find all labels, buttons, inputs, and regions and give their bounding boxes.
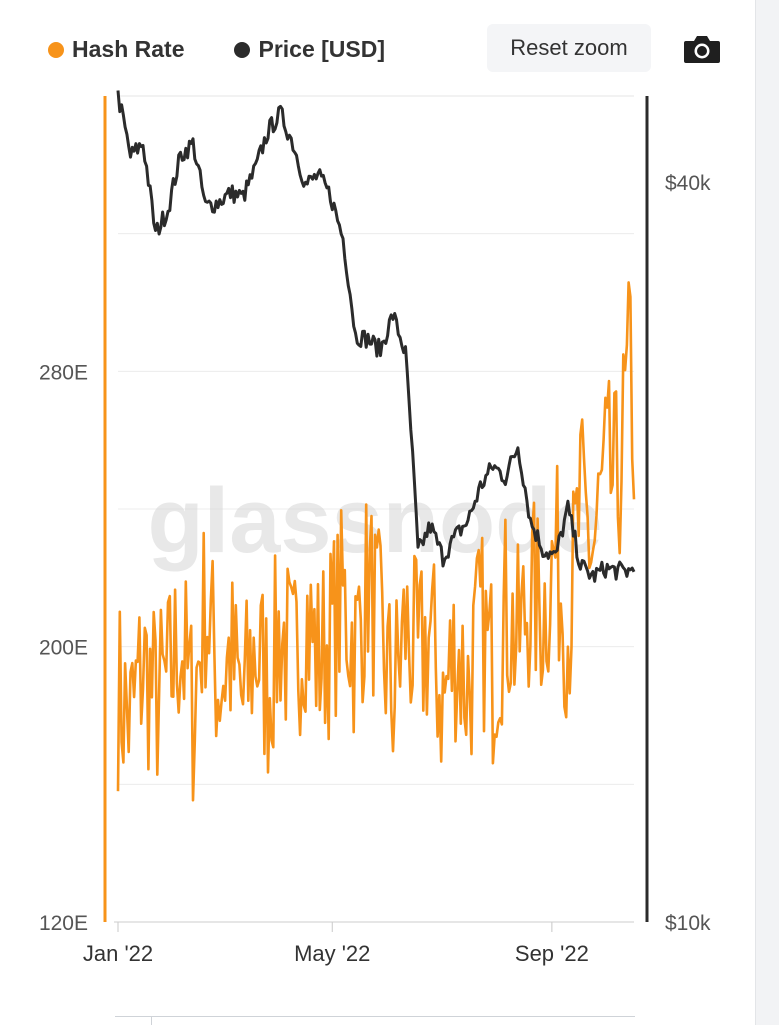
legend-item-hash-rate[interactable]: Hash Rate bbox=[48, 36, 184, 63]
reset-zoom-button[interactable]: Reset zoom bbox=[487, 24, 651, 72]
legend-marker-hash-rate bbox=[48, 41, 64, 58]
series-lines bbox=[116, 90, 636, 802]
left-axis-tick-label: 280E bbox=[39, 361, 88, 384]
camera-icon[interactable] bbox=[682, 32, 722, 66]
price-series-line bbox=[116, 90, 636, 583]
hash-rate-series-line bbox=[116, 281, 636, 802]
right-axis-tick-label: $10k bbox=[665, 912, 711, 935]
chart-legend: Hash Rate Price [USD] bbox=[48, 36, 385, 63]
axes bbox=[103, 96, 649, 923]
right-axis-tick-label: $40k bbox=[665, 172, 711, 195]
legend-item-price[interactable]: Price [USD] bbox=[234, 36, 385, 63]
navigator-strip[interactable] bbox=[115, 1016, 635, 1026]
left-axis-tick-label: 120E bbox=[39, 912, 88, 935]
legend-label-hash-rate: Hash Rate bbox=[72, 36, 185, 62]
x-axis-tick-label: Sep '22 bbox=[515, 941, 589, 966]
x-axis-tick-label: Jan '22 bbox=[83, 941, 153, 966]
tick-labels: 120E 200E 280E $10k $40k Jan '22 May '22 Sep '2… bbox=[39, 172, 711, 966]
left-axis-tick-label: 200E bbox=[39, 637, 88, 660]
x-axis-tick-label: May '22 bbox=[294, 941, 370, 966]
navigator-tick bbox=[151, 1016, 152, 1025]
side-panel-edge bbox=[755, 0, 779, 1025]
legend-marker-price bbox=[234, 41, 251, 58]
legend-label-price: Price [USD] bbox=[258, 36, 386, 62]
